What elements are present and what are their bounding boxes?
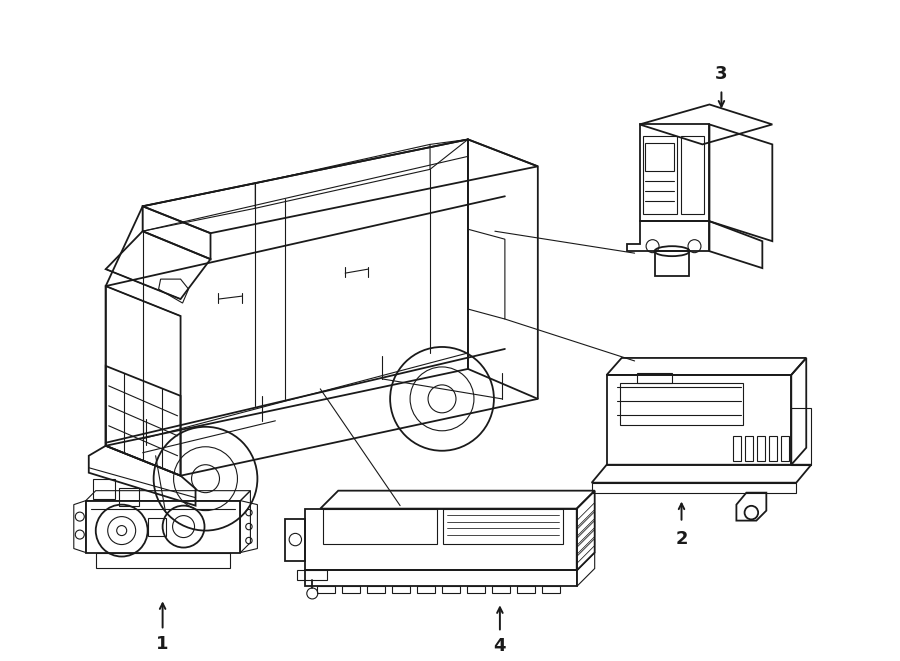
Bar (93, 479, 114, 498)
Bar (745, 436, 753, 461)
Bar (644, 143, 673, 171)
Text: 1: 1 (157, 635, 169, 653)
Bar (148, 518, 166, 535)
Text: 3: 3 (716, 65, 728, 83)
Text: 4: 4 (493, 637, 506, 655)
Bar (119, 488, 139, 506)
Text: 2: 2 (675, 529, 688, 547)
Bar (734, 436, 742, 461)
Bar (758, 436, 765, 461)
Bar (781, 436, 789, 461)
Bar (770, 436, 778, 461)
